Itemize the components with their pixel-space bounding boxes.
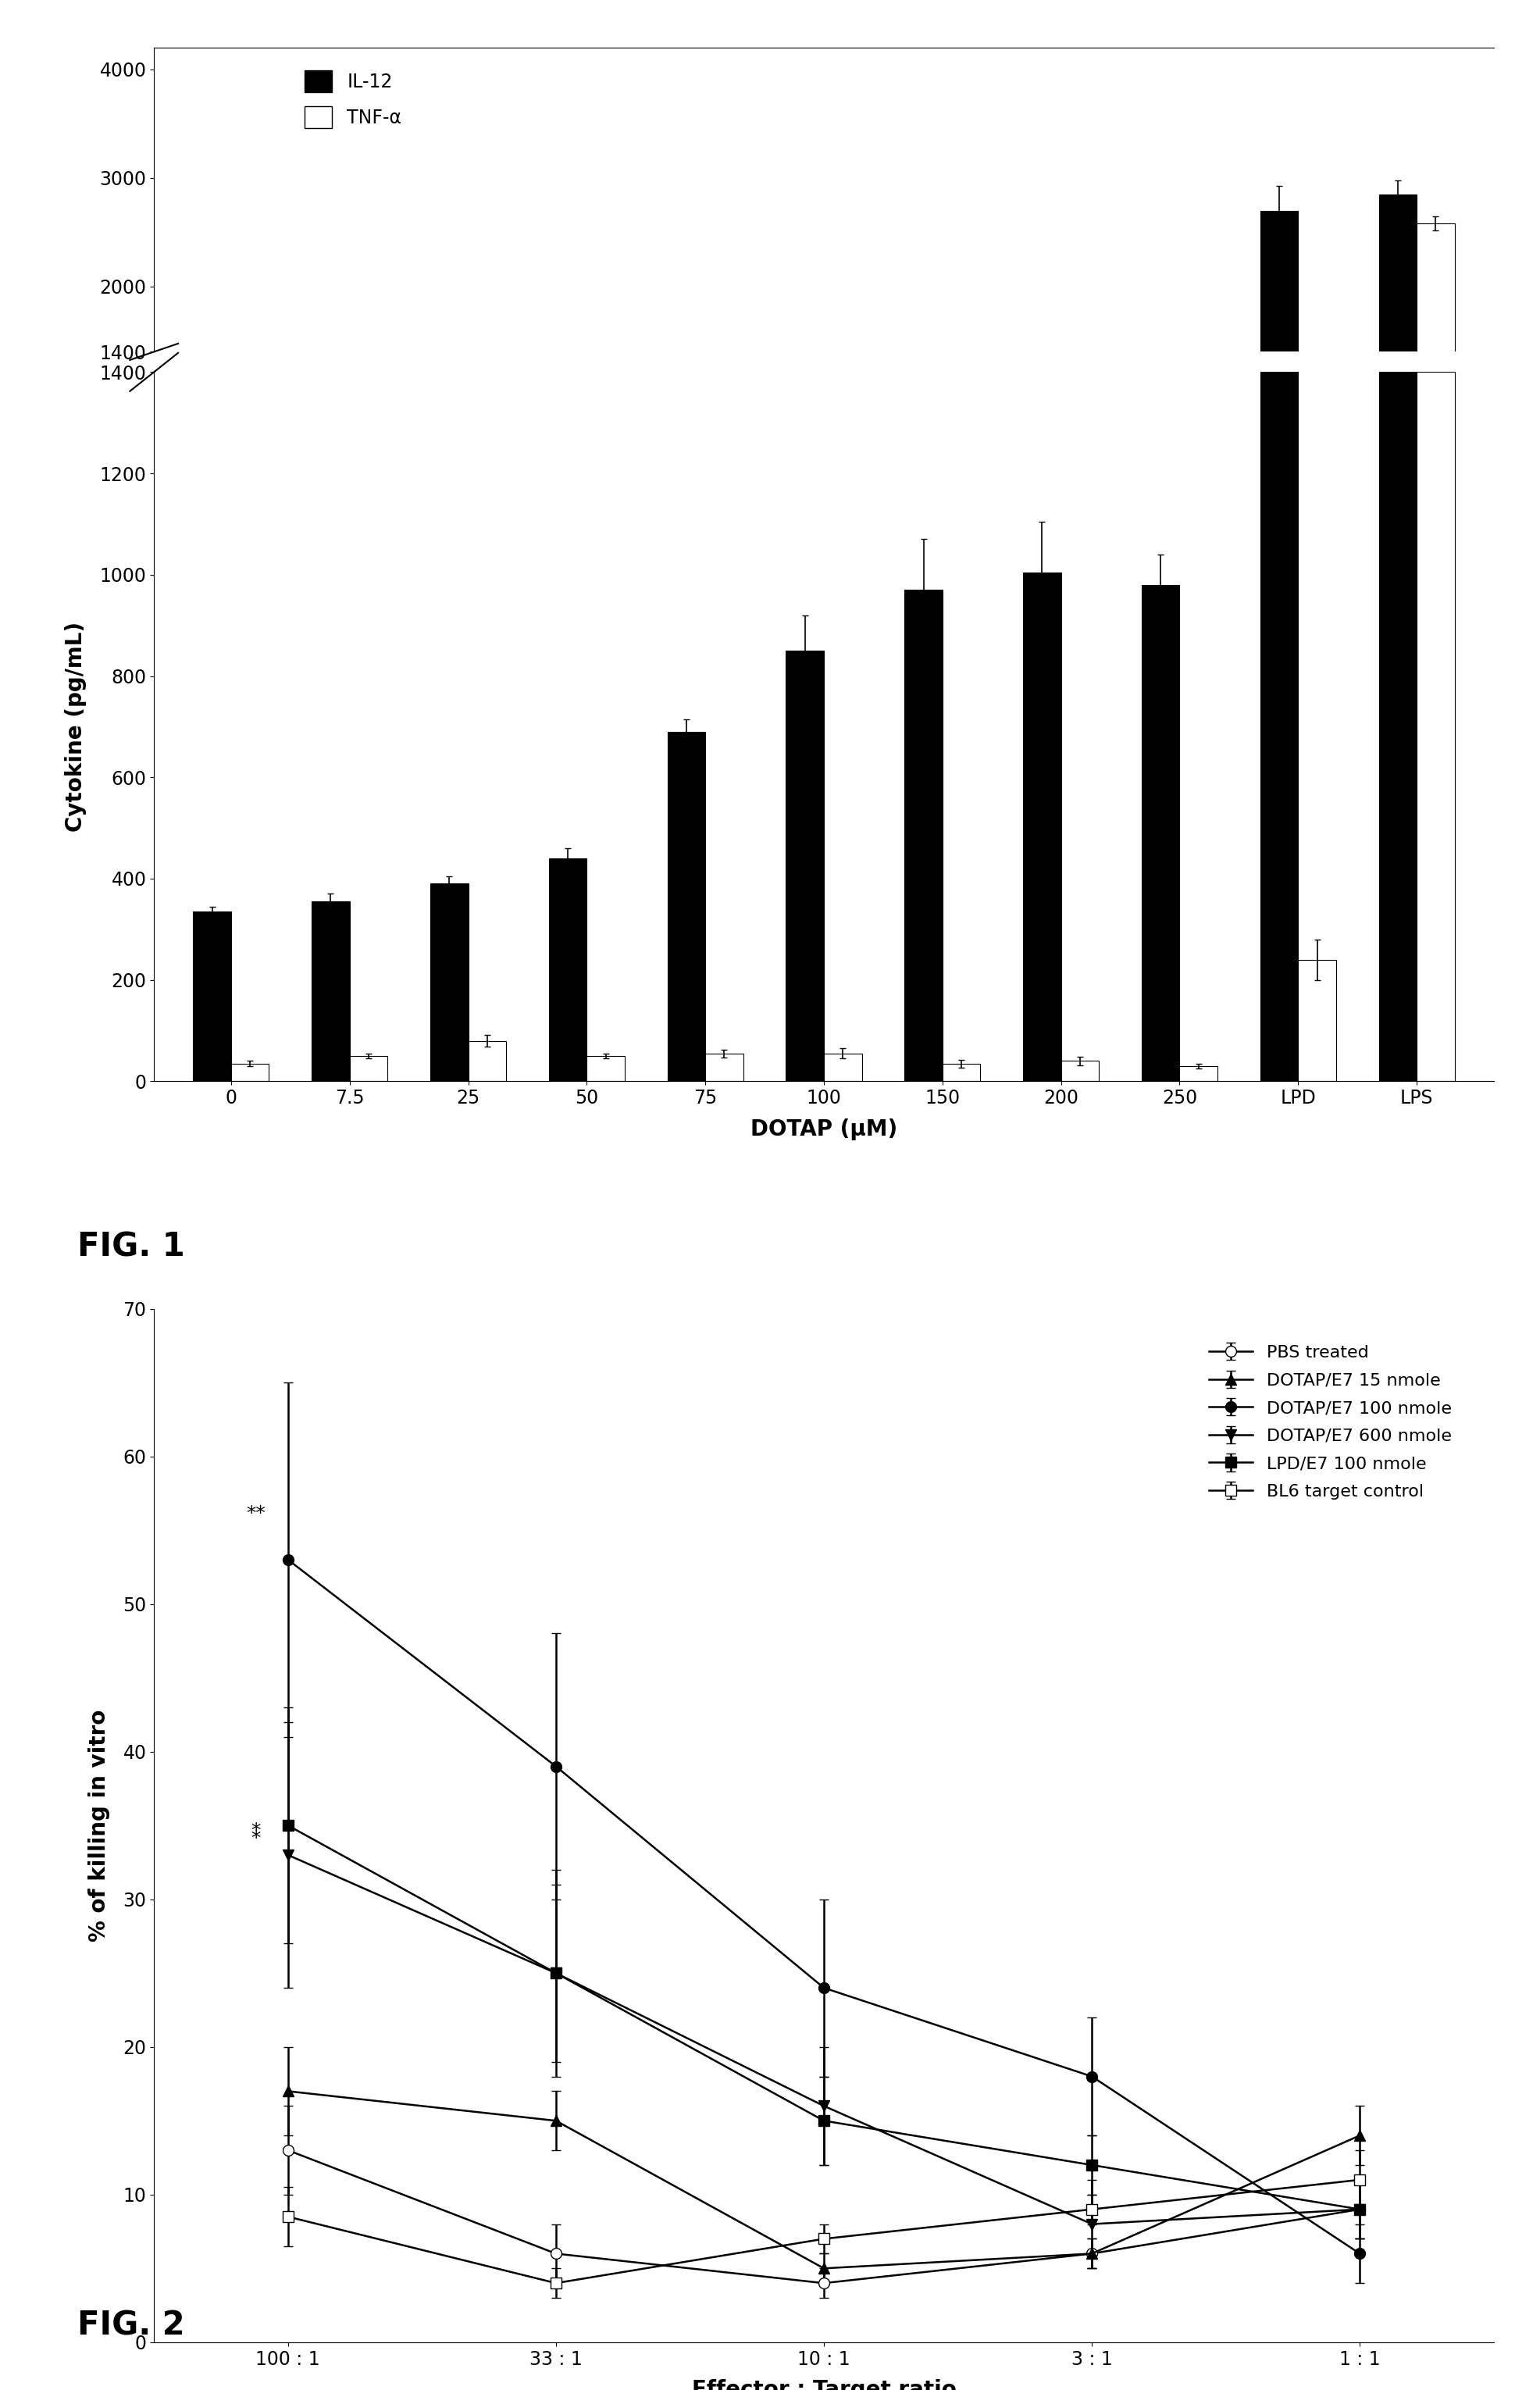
Bar xyxy=(1141,586,1180,1080)
Bar xyxy=(1180,1066,1218,1080)
Bar xyxy=(1061,1061,1100,1080)
Bar xyxy=(468,1040,507,1080)
Bar xyxy=(705,1054,744,1080)
Bar xyxy=(1298,961,1337,1080)
Y-axis label: Cytokine (pg/mL): Cytokine (pg/mL) xyxy=(65,621,86,832)
Bar xyxy=(192,911,231,1080)
Bar xyxy=(1417,225,1455,504)
Text: **: ** xyxy=(246,1503,265,1522)
Bar xyxy=(1023,571,1061,1080)
Bar xyxy=(785,650,824,1080)
Bar xyxy=(904,590,942,1080)
Bar xyxy=(824,1054,862,1080)
Bar xyxy=(1260,210,1298,504)
Text: FIG. 1: FIG. 1 xyxy=(77,1231,185,1264)
Bar xyxy=(548,858,587,1080)
Text: *: * xyxy=(251,1821,260,1840)
Bar xyxy=(942,1064,981,1080)
X-axis label: Effector : Target ratio: Effector : Target ratio xyxy=(691,2380,956,2390)
Bar xyxy=(311,901,350,1080)
Bar xyxy=(667,731,705,1080)
Text: *: * xyxy=(251,1828,260,1847)
Bar xyxy=(231,1064,270,1080)
Text: FIG. 2: FIG. 2 xyxy=(77,2309,185,2342)
Legend: PBS treated, DOTAP/E7 15 nmole, DOTAP/E7 100 nmole, DOTAP/E7 600 nmole, LPD/E7 1: PBS treated, DOTAP/E7 15 nmole, DOTAP/E7… xyxy=(1203,1338,1458,1506)
Bar xyxy=(430,884,468,1080)
Y-axis label: % of killing in vitro: % of killing in vitro xyxy=(88,1709,109,1941)
Bar xyxy=(350,1056,388,1080)
Bar xyxy=(1417,373,1455,1080)
Legend: IL-12, TNF-α: IL-12, TNF-α xyxy=(297,62,410,136)
X-axis label: DOTAP (μM): DOTAP (μM) xyxy=(750,1119,898,1140)
Bar xyxy=(1378,194,1417,504)
Bar xyxy=(1260,373,1298,1080)
Bar xyxy=(587,1056,625,1080)
Bar xyxy=(1378,373,1417,1080)
